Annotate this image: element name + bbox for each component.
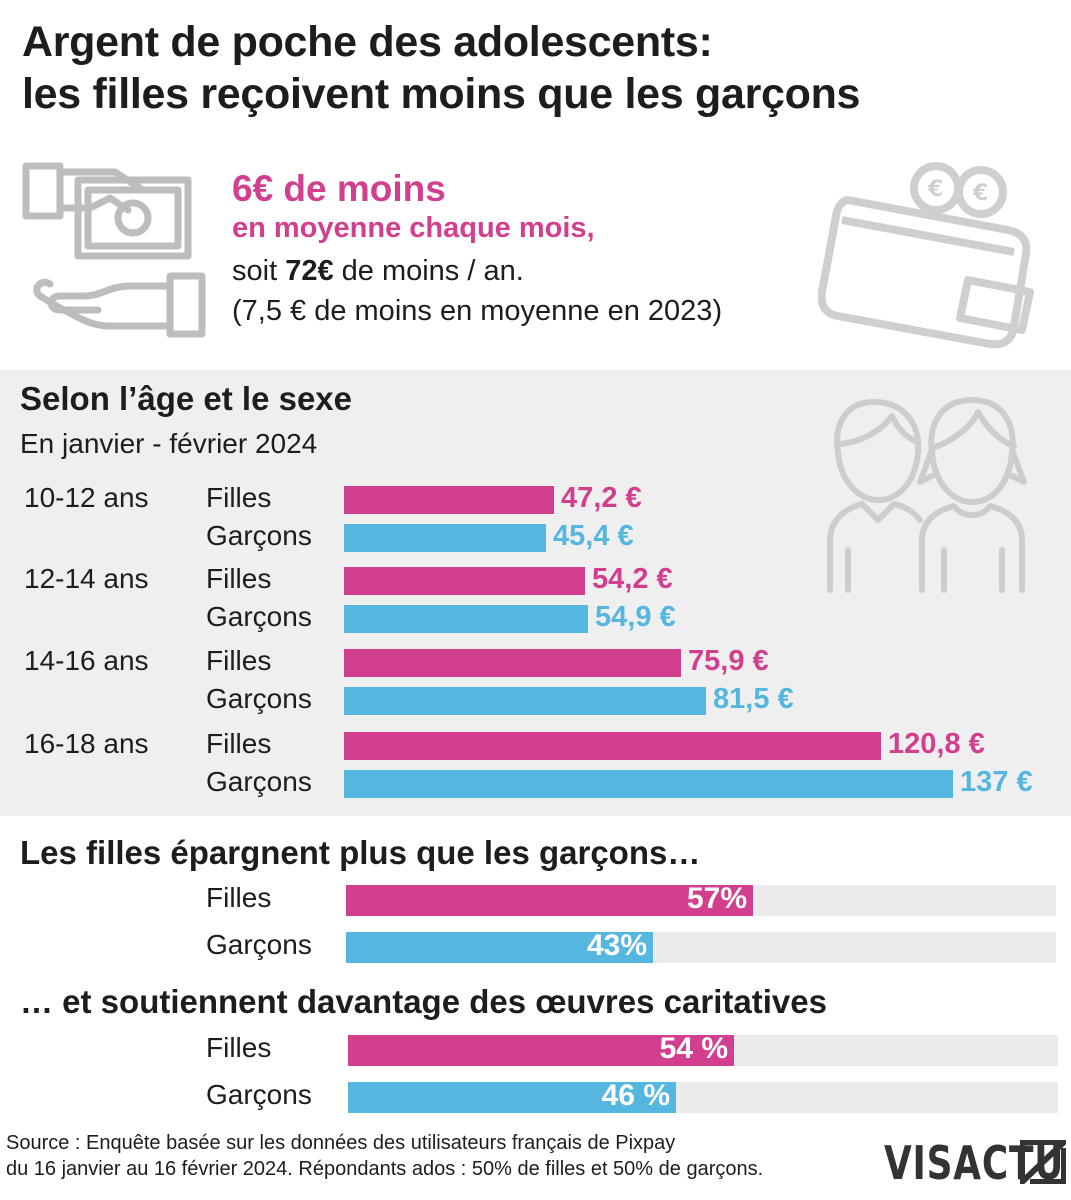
bar-filles <box>344 486 554 514</box>
hand-banknote-icon <box>22 162 206 338</box>
percent-label: 57% <box>686 882 747 915</box>
age-group-label: 14-16 ans <box>24 645 149 676</box>
value-label: 120,8 € <box>888 728 985 760</box>
bar-garcons <box>344 605 588 633</box>
section-age-title: Selon l’âge et le sexe <box>20 380 352 417</box>
bar-garcons <box>348 1082 676 1113</box>
headline-period: en moyenne chaque mois, <box>232 212 595 244</box>
coin-euro-glyph-2: € <box>972 181 988 206</box>
wallet-coins-icon: € € <box>818 162 1034 349</box>
sex-label: Garçons <box>206 1079 312 1110</box>
yearly-prefix: soit <box>232 255 286 287</box>
bar-garcons <box>344 770 953 798</box>
source-line-2: du 16 janvier au 16 février 2024. Répond… <box>6 1158 764 1180</box>
headline-amount: 6€ de moins <box>232 168 446 209</box>
value-label: 54,2 € <box>592 563 673 595</box>
sex-label: Garçons <box>206 683 312 714</box>
sex-label: Filles <box>206 1032 272 1063</box>
age-group-label: 10-12 ans <box>24 482 149 513</box>
age-group-label: 16-18 ans <box>24 728 149 759</box>
value-label: 54,9 € <box>595 601 676 633</box>
source-line-1: Source : Enquête basée sur les données d… <box>6 1132 676 1154</box>
headline-note-2023: (7,5 € de moins en moyenne en 2023) <box>232 295 723 327</box>
bar-filles <box>346 885 753 916</box>
visactu-logo-mark <box>1020 1140 1066 1184</box>
sex-label: Garçons <box>206 929 312 960</box>
section-charity-title: … et soutiennent davantage des œuvres ca… <box>20 983 827 1020</box>
yearly-amount: 72€ <box>285 255 334 287</box>
bar-filles <box>344 649 681 677</box>
age-group-label: 12-14 ans <box>24 563 149 594</box>
page-title: Argent de poche des adolescents: les fil… <box>22 16 1052 120</box>
percent-label: 43% <box>586 929 647 962</box>
value-label: 137 € <box>960 766 1033 798</box>
bar-garcons <box>344 524 546 552</box>
headline-yearly: soit 72€ de moins / an. <box>232 255 524 288</box>
sex-label: Garçons <box>206 766 312 797</box>
coin-euro-glyph-1: € <box>927 177 943 202</box>
bar-garcons <box>346 932 653 963</box>
title-line-2: les filles reçoivent moins que les garço… <box>22 70 861 118</box>
value-label: 75,9 € <box>688 645 769 677</box>
section-savings-title: Les filles épargnent plus que les garçon… <box>20 834 701 871</box>
sex-label: Filles <box>206 728 272 759</box>
value-label: 47,2 € <box>561 482 642 514</box>
sex-label: Filles <box>206 482 272 513</box>
sex-label: Filles <box>206 563 272 594</box>
bar-garcons <box>344 687 706 715</box>
sex-label: Garçons <box>206 601 312 632</box>
title-line-1: Argent de poche des adolescents: <box>22 18 713 66</box>
percent-label: 54 % <box>659 1032 728 1065</box>
section-age-subtitle: En janvier - février 2024 <box>20 428 318 459</box>
value-label: 45,4 € <box>553 520 634 552</box>
bar-filles <box>344 567 585 595</box>
boy-girl-icon <box>827 397 1027 593</box>
bar-filles <box>348 1035 734 1066</box>
bar-filles <box>344 732 881 760</box>
value-label: 81,5 € <box>713 683 794 715</box>
yearly-suffix: de moins / an. <box>333 255 524 287</box>
percent-label: 46 % <box>601 1079 670 1112</box>
sex-label: Filles <box>206 882 272 913</box>
sex-label: Filles <box>206 645 272 676</box>
sex-label: Garçons <box>206 520 312 551</box>
source-note: Source : Enquête basée sur les données d… <box>6 1130 763 1182</box>
